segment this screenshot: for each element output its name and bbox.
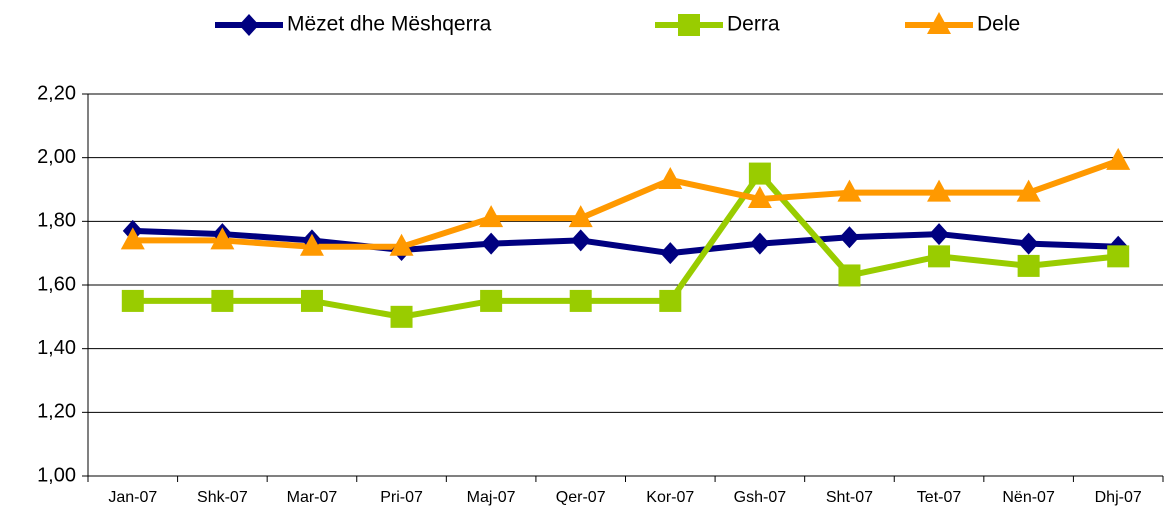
x-tick-label: Pri-07 — [380, 489, 423, 506]
legend-label: Mëzet dhe Mëshqerra — [287, 13, 492, 36]
series-line — [132, 158, 1120, 250]
legend-marker — [678, 14, 700, 36]
data-point — [568, 205, 593, 228]
y-tick-label: 2,00 — [37, 146, 76, 168]
legend-label: Dele — [977, 13, 1020, 36]
x-tick-label: Shk-07 — [197, 489, 248, 506]
data-point — [660, 242, 681, 265]
data-point — [390, 305, 413, 328]
x-tick-label: Maj-07 — [467, 489, 516, 506]
data-point — [481, 232, 502, 255]
data-point — [838, 264, 861, 287]
x-tick-label: Nën-07 — [1002, 489, 1055, 506]
data-point — [120, 227, 145, 250]
data-point — [210, 227, 235, 250]
data-point — [928, 245, 951, 268]
data-point — [300, 289, 323, 312]
y-tick-label: 1,20 — [37, 401, 76, 423]
legend-marker — [239, 14, 259, 36]
x-tick-label: Jan-07 — [108, 489, 157, 506]
data-point — [659, 289, 682, 312]
y-tick-label: 1,60 — [37, 273, 76, 295]
data-point — [749, 232, 770, 255]
data-point — [1018, 232, 1039, 255]
x-tick-label: Kor-07 — [646, 489, 694, 506]
data-point — [839, 226, 860, 249]
data-point — [1107, 245, 1130, 268]
y-tick-label: 1,80 — [37, 210, 76, 232]
data-point — [389, 233, 414, 256]
data-point — [658, 166, 683, 189]
x-tick-label: Qer-07 — [556, 489, 606, 506]
legend-label: Derra — [727, 13, 780, 36]
data-point — [1017, 254, 1040, 277]
data-point — [927, 179, 952, 202]
data-point — [121, 289, 144, 312]
data-point — [570, 229, 591, 252]
x-tick-label: Mar-07 — [287, 489, 338, 506]
data-point — [299, 233, 324, 256]
y-tick-label: 2,20 — [37, 82, 76, 104]
data-point — [1016, 179, 1041, 202]
data-point — [929, 223, 950, 246]
x-tick-label: Tet-07 — [917, 489, 962, 506]
x-tick-label: Gsh-07 — [734, 489, 787, 506]
series-line — [132, 170, 1119, 320]
series-line — [132, 227, 1119, 257]
data-point — [748, 162, 771, 185]
y-tick-label: 1,00 — [37, 464, 76, 486]
legend-marker — [927, 12, 951, 34]
x-tick-label: Sht-07 — [826, 489, 873, 506]
data-point — [479, 205, 504, 228]
data-point — [569, 289, 592, 312]
data-point — [1106, 147, 1131, 170]
data-point — [211, 289, 234, 312]
data-point — [837, 179, 862, 202]
x-tick-label: Dhj-07 — [1095, 489, 1142, 506]
data-point — [747, 186, 772, 209]
y-tick-label: 1,40 — [37, 337, 76, 359]
data-point — [480, 289, 503, 312]
